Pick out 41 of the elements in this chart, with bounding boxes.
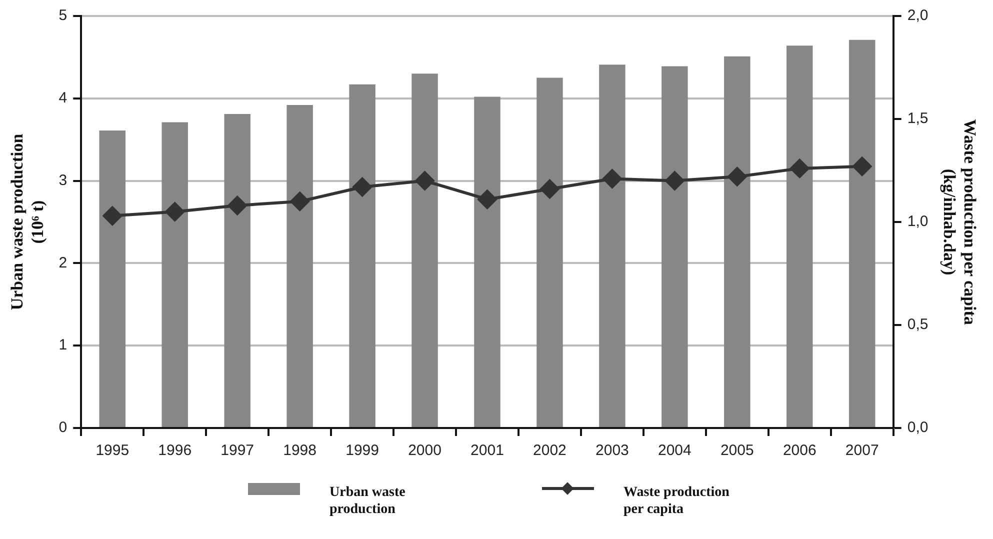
x-tick-label: 1995 <box>96 442 130 460</box>
x-tick-label: 2005 <box>720 442 754 460</box>
legend-label: Waste production per capita <box>624 484 730 518</box>
y-tick-label: 0 <box>58 419 68 436</box>
y2-tick-label: 1,5 <box>907 110 928 128</box>
y-tick-label: 3 <box>58 172 68 189</box>
y2-tick-label: 0,0 <box>907 419 928 436</box>
legend-label: Urban waste production <box>330 484 406 518</box>
point <box>790 158 810 178</box>
point <box>290 192 310 211</box>
y-tick-label: 5 <box>58 7 68 24</box>
x-tick-label: 2006 <box>782 442 816 460</box>
y-axis-title: Urban waste production (10⁶ t) <box>8 133 47 310</box>
point <box>665 171 684 190</box>
x-tick-label: 2003 <box>596 442 629 460</box>
y-tick-label: 4 <box>58 90 68 107</box>
x-tick-label: 1999 <box>346 442 379 460</box>
x-tick-label: 2000 <box>408 442 442 460</box>
x-tick-label: 1998 <box>283 442 316 460</box>
point <box>852 156 872 176</box>
point <box>228 196 247 216</box>
x-tick-label: 2004 <box>658 442 692 460</box>
x-tick-label: 2001 <box>470 442 504 460</box>
point <box>352 177 372 196</box>
x-tick-label: 1997 <box>220 442 254 460</box>
point <box>540 180 560 199</box>
x-tick-label: 2002 <box>533 442 566 460</box>
y2-axis-title: Waste production per capita (kg/inhab.day) <box>940 119 980 326</box>
x-tick-label: 1996 <box>158 442 192 460</box>
point <box>102 206 122 226</box>
point <box>728 167 747 186</box>
point <box>478 190 497 209</box>
point <box>165 202 184 222</box>
y2-tick-label: 2,0 <box>907 7 928 24</box>
point <box>415 171 434 190</box>
y2-tick-label: 0,5 <box>907 316 928 334</box>
x-tick-label: 2007 <box>845 442 879 460</box>
y2-tick-label: 1,0 <box>907 213 928 230</box>
y-tick-label: 1 <box>58 336 68 354</box>
y-tick-label: 2 <box>58 254 68 272</box>
point <box>602 169 622 188</box>
